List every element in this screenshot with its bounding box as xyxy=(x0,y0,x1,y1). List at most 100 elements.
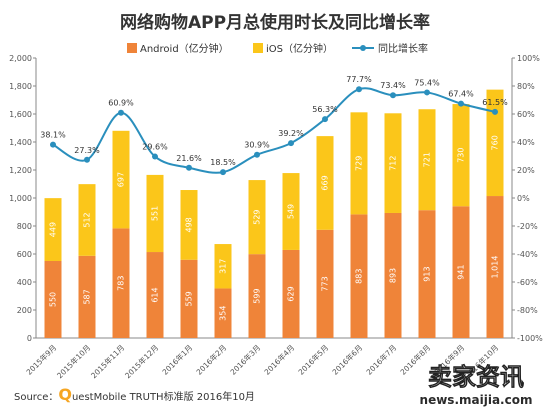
bar-value-label-ios: 697 xyxy=(117,172,126,187)
y-left-tick-label: 1,200 xyxy=(9,166,32,175)
bar-value-label-android: 614 xyxy=(151,287,160,302)
y-right-tick-label: 60% xyxy=(517,110,535,119)
bar-ios xyxy=(44,198,62,261)
growth-point xyxy=(288,140,294,147)
bar-android xyxy=(214,288,232,338)
bar-value-label-android: 783 xyxy=(117,276,126,291)
x-tick-label: 2016年4月 xyxy=(262,342,297,377)
y-left-tick-label: 0 xyxy=(27,334,32,343)
legend-marker-growth xyxy=(360,45,366,51)
growth-point xyxy=(186,164,192,171)
bar-value-label-android: 913 xyxy=(423,266,432,281)
bar-ios xyxy=(350,112,368,215)
bar-value-label-ios: 712 xyxy=(389,155,398,170)
bar-value-label-ios: 760 xyxy=(491,135,500,150)
y-left-tick-label: 600 xyxy=(17,250,32,259)
y-left-tick-label: 800 xyxy=(17,222,32,231)
bar-ios xyxy=(282,173,300,250)
legend-swatch-android xyxy=(127,43,137,53)
growth-point xyxy=(322,116,328,123)
bar-ios xyxy=(146,174,164,253)
bar-android xyxy=(418,210,436,338)
bar-value-label-ios: 729 xyxy=(355,156,364,171)
footer-prefix: Source： xyxy=(14,392,58,403)
growth-point xyxy=(254,151,260,158)
bar-ios xyxy=(418,109,436,211)
growth-line-group: 38.1% 27.3% 60.9% 29.6% 21.6% 18.5% 30.9% 39.2%… xyxy=(40,75,508,176)
bar-android xyxy=(78,255,96,338)
growth-point xyxy=(390,92,396,99)
bar-value-label-android: 629 xyxy=(287,286,296,301)
bar-ios xyxy=(248,180,266,255)
bar-ios xyxy=(316,136,334,230)
growth-point xyxy=(424,89,430,96)
y-left-tick-label: 2,000 xyxy=(9,54,32,63)
bar-ios xyxy=(214,244,232,289)
bar-value-label-ios: 669 xyxy=(321,175,330,190)
bar-value-label-android: 559 xyxy=(185,291,194,306)
bar-ios xyxy=(180,190,198,260)
bar-android xyxy=(282,249,300,338)
x-tick-label: 2015年9月 xyxy=(24,342,59,377)
x-tick-label: 2015年11月 xyxy=(88,342,126,380)
bar-android xyxy=(146,252,164,338)
watermark-url: news.maijia.com xyxy=(420,393,533,407)
x-tick-label: 2016年6月 xyxy=(330,342,365,377)
growth-point xyxy=(458,100,464,107)
x-tick-label: 2015年10月 xyxy=(54,342,92,380)
bar-ios xyxy=(78,184,96,256)
growth-point xyxy=(152,153,158,160)
x-tick-label: 2016年5月 xyxy=(296,342,331,377)
legend-swatch-ios xyxy=(253,43,263,53)
y-right-tick-label: -100% xyxy=(517,334,543,343)
growth-value-label: 67.4% xyxy=(448,90,474,99)
bar-android xyxy=(112,228,130,338)
bar-android xyxy=(248,254,266,338)
bar-value-label-ios: 549 xyxy=(287,204,296,219)
legend-label-growth: 同比增长率 xyxy=(378,42,428,55)
bar-value-label-android: 893 xyxy=(389,268,398,283)
growth-value-label: 75.4% xyxy=(414,78,440,87)
footer-source: Source：QuestMobile TRUTH标准版 2016年10月 xyxy=(14,385,255,404)
growth-value-label: 61.5% xyxy=(482,98,508,107)
y-right-tick-label: 0% xyxy=(517,194,530,203)
bar-value-label-ios: 529 xyxy=(253,209,262,224)
growth-point xyxy=(50,141,56,148)
bar-value-label-android: 941 xyxy=(457,264,466,279)
footer-q-logo: Q xyxy=(58,385,72,404)
growth-value-label: 56.3% xyxy=(312,105,338,114)
y-right-tick-label: 80% xyxy=(517,82,535,91)
y-right-tick-label: 20% xyxy=(517,166,535,175)
bar-ios xyxy=(112,130,130,229)
bar-android xyxy=(384,212,402,338)
bar-value-label-android: 773 xyxy=(321,276,330,291)
y-left-tick-label: 1,600 xyxy=(9,110,32,119)
bar-value-label-ios: 449 xyxy=(49,222,58,237)
growth-point xyxy=(84,156,90,163)
growth-value-label: 77.7% xyxy=(346,75,372,84)
bar-value-label-android: 599 xyxy=(253,288,262,303)
bar-ios xyxy=(452,104,470,207)
y-left-tick-label: 1,400 xyxy=(9,138,32,147)
y-right-tick-label: -40% xyxy=(517,250,538,259)
growth-value-label: 30.9% xyxy=(244,141,270,150)
footer-rest: uestMobile TRUTH标准版 2016年10月 xyxy=(72,390,255,403)
y-left-tick-label: 200 xyxy=(17,306,32,315)
y-left-tick-label: 1,000 xyxy=(9,194,32,203)
y-left-tick-label: 1,800 xyxy=(9,82,32,91)
bar-android xyxy=(486,196,504,338)
bar-value-label-ios: 730 xyxy=(457,148,466,163)
watermark-name: 卖家资讯 xyxy=(428,363,524,391)
growth-point xyxy=(356,86,362,93)
legend-label-ios: iOS（亿分钟） xyxy=(266,42,333,55)
x-tick-label: 2016年7月 xyxy=(364,342,399,377)
growth-point xyxy=(118,109,124,116)
bar-value-label-ios: 512 xyxy=(83,212,92,227)
bar-android xyxy=(180,259,198,338)
y-right-tick-label: -20% xyxy=(517,222,538,231)
bar-ios xyxy=(384,113,402,213)
legend: Android（亿分钟） iOS（亿分钟） 同比增长率 xyxy=(127,42,428,55)
growth-value-label: 29.6% xyxy=(142,143,168,152)
growth-value-label: 60.9% xyxy=(108,99,134,108)
